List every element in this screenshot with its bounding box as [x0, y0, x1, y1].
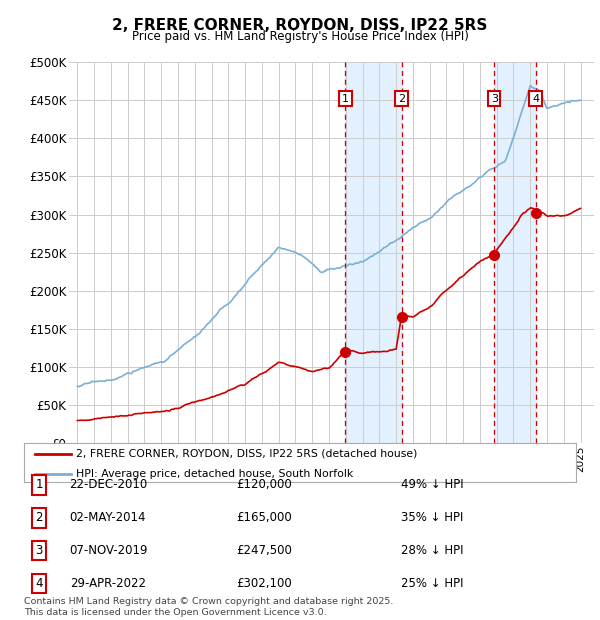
Text: 1: 1	[342, 94, 349, 104]
Text: 02-MAY-2014: 02-MAY-2014	[70, 512, 146, 524]
Text: £120,000: £120,000	[236, 479, 292, 491]
Text: 2: 2	[35, 512, 43, 524]
Text: 2: 2	[398, 94, 405, 104]
Bar	[494, 62, 536, 443]
Text: £247,500: £247,500	[236, 544, 292, 557]
Text: HPI: Average price, detached house, South Norfolk: HPI: Average price, detached house, Sout…	[76, 469, 353, 479]
Text: 35% ↓ HPI: 35% ↓ HPI	[401, 512, 463, 524]
Text: 28% ↓ HPI: 28% ↓ HPI	[401, 544, 463, 557]
Text: 2, FRERE CORNER, ROYDON, DISS, IP22 5RS: 2, FRERE CORNER, ROYDON, DISS, IP22 5RS	[112, 18, 488, 33]
Text: 1: 1	[35, 479, 43, 491]
Text: 22-DEC-2010: 22-DEC-2010	[69, 479, 147, 491]
Text: Contains HM Land Registry data © Crown copyright and database right 2025.
This d: Contains HM Land Registry data © Crown c…	[24, 598, 394, 617]
Text: 3: 3	[491, 94, 497, 104]
Text: 29-APR-2022: 29-APR-2022	[70, 577, 146, 590]
Text: 4: 4	[532, 94, 539, 104]
Text: 25% ↓ HPI: 25% ↓ HPI	[401, 577, 463, 590]
Text: 07-NOV-2019: 07-NOV-2019	[69, 544, 147, 557]
Text: 3: 3	[35, 544, 43, 557]
Text: 2, FRERE CORNER, ROYDON, DISS, IP22 5RS (detached house): 2, FRERE CORNER, ROYDON, DISS, IP22 5RS …	[76, 449, 418, 459]
Text: £302,100: £302,100	[236, 577, 292, 590]
Bar	[345, 62, 401, 443]
Text: 49% ↓ HPI: 49% ↓ HPI	[401, 479, 463, 491]
Text: 4: 4	[35, 577, 43, 590]
Text: £165,000: £165,000	[236, 512, 292, 524]
Text: Price paid vs. HM Land Registry's House Price Index (HPI): Price paid vs. HM Land Registry's House …	[131, 30, 469, 43]
